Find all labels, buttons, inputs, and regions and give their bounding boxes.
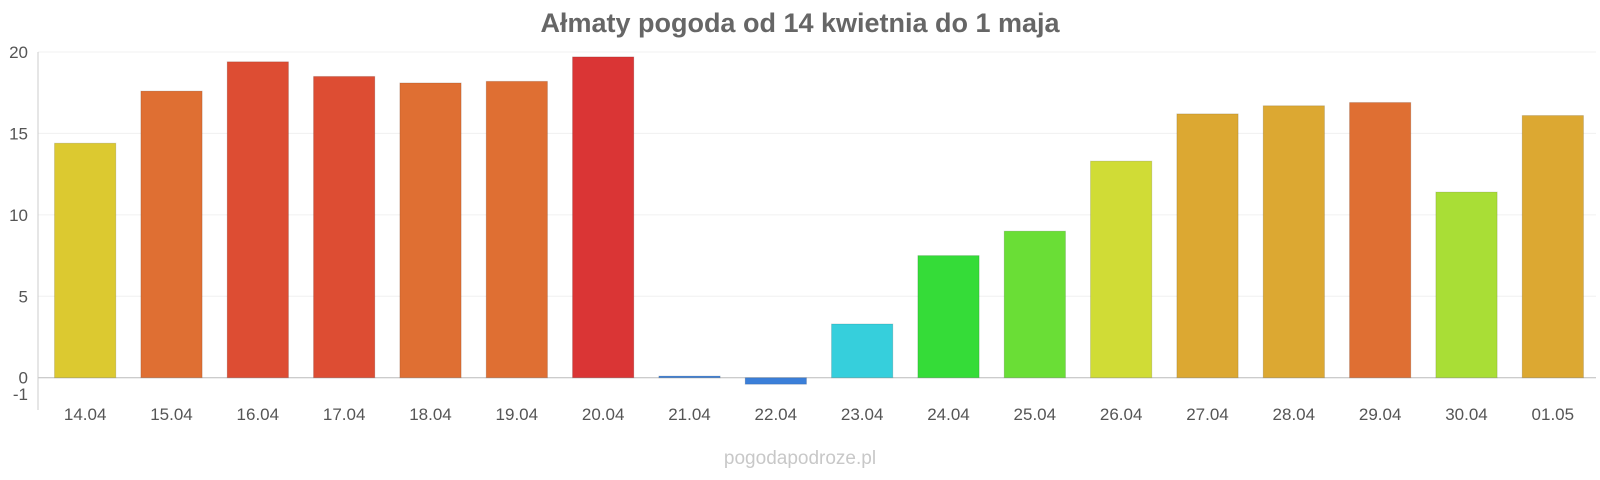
y-tick-label: 10: [9, 206, 28, 225]
bar: [399, 82, 462, 379]
x-tick-label: 23.04: [841, 405, 884, 424]
x-tick-label: 19.04: [496, 405, 539, 424]
x-tick-label: 01.05: [1532, 405, 1575, 424]
x-tick-label: 27.04: [1186, 405, 1229, 424]
y-tick-label: 5: [19, 287, 28, 306]
x-tick-label: 26.04: [1100, 405, 1143, 424]
bar: [1090, 160, 1153, 379]
x-tick-label: 30.04: [1445, 405, 1488, 424]
watermark: pogodapodroze.pl: [723, 448, 877, 469]
bar: [831, 323, 894, 379]
y-tick-label: 15: [9, 124, 28, 143]
y-tick-label: 0: [19, 369, 28, 388]
bar: [226, 61, 289, 379]
x-tick-label: 24.04: [927, 405, 970, 424]
bar: [572, 56, 635, 379]
bar: [1349, 101, 1412, 379]
x-tick-label: 22.04: [755, 405, 798, 424]
bar: [917, 255, 980, 379]
bar: [1176, 113, 1239, 379]
bar: [485, 80, 548, 379]
x-tick-label: 25.04: [1014, 405, 1057, 424]
bar: [1262, 105, 1325, 379]
bar: [1003, 230, 1066, 379]
grid-layer: [38, 51, 1596, 379]
x-tick-label: 14.04: [64, 405, 107, 424]
bars: [54, 56, 1584, 385]
bar: [54, 142, 117, 379]
bar: [1521, 115, 1584, 379]
x-tick-label: 20.04: [582, 405, 625, 424]
x-tick-label: 16.04: [237, 405, 280, 424]
x-tick-label: 21.04: [668, 405, 711, 424]
chart-title: Ałmaty pogoda od 14 kwietnia do 1 maja: [540, 8, 1060, 38]
bar: [313, 75, 376, 379]
x-tick-label: 28.04: [1273, 405, 1316, 424]
bar: [744, 377, 807, 385]
x-tick-label: 29.04: [1359, 405, 1402, 424]
x-tick-label: 18.04: [409, 405, 452, 424]
x-tick-labels: 14.04 15.04 16.04 17.04 18.04 19.04 20.04 21.04…: [64, 405, 1574, 424]
x-tick-label: 15.04: [150, 405, 193, 424]
y-tick-labels: 20 15 10 5 0-1: [9, 43, 28, 404]
bar: [658, 375, 721, 379]
y-tick-label: 20: [9, 43, 28, 62]
bar: [140, 90, 203, 379]
x-tick-label: 17.04: [323, 405, 366, 424]
y-tick-label: -1: [13, 385, 28, 404]
bar: [1435, 191, 1498, 379]
